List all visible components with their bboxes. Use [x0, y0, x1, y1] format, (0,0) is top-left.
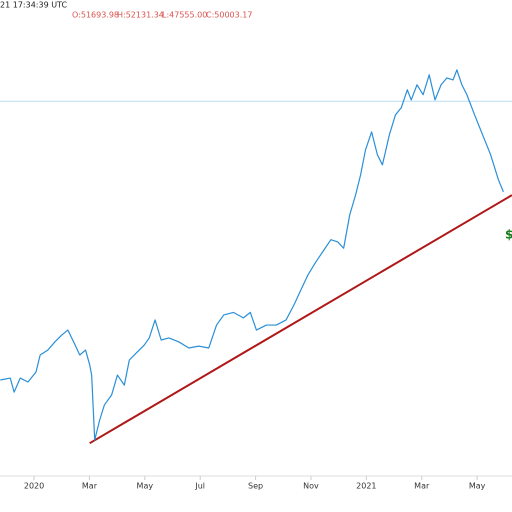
- x-tick-label: Jul: [194, 482, 205, 491]
- header-ohlc: L:47555.00: [162, 11, 207, 20]
- price-line-series: [0, 69, 504, 441]
- x-tick-label: May: [137, 482, 154, 491]
- header-timestamp: 21 17:34:39 UTC: [0, 1, 67, 10]
- x-tick-label: Sep: [248, 482, 263, 491]
- x-tick-label: 2021: [356, 482, 376, 491]
- trend-line: [89, 194, 512, 445]
- x-tick-label: May: [469, 482, 486, 491]
- x-tick-label: Mar: [414, 482, 430, 491]
- x-tick-label: Mar: [82, 482, 98, 491]
- header-ohlc: C:50003.17: [206, 11, 252, 20]
- header-ohlc: H:52131.34: [117, 11, 164, 20]
- x-tick-label: 2020: [24, 482, 44, 491]
- annotation: $: [505, 228, 512, 242]
- header-ohlc: O:51693.98: [72, 11, 119, 20]
- x-tick-label: Nov: [303, 482, 319, 491]
